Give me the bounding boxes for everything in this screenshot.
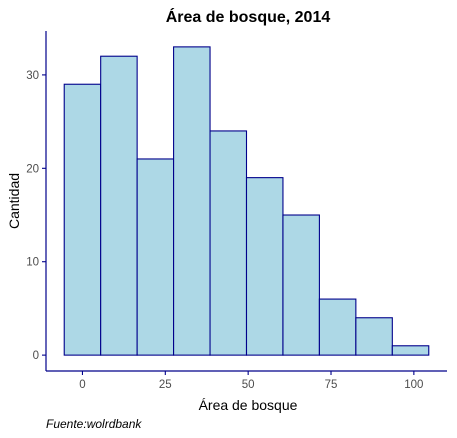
x-tick-label: 50 — [242, 379, 255, 391]
histogram-bar — [173, 46, 211, 356]
x-axis-ticks: 0 25 50 75 100 — [79, 371, 423, 391]
source-caption: Fuente:wolrdbank — [46, 417, 142, 431]
histogram-bar — [391, 345, 430, 356]
y-axis-label: Cantidad — [6, 173, 22, 229]
histogram-bar — [209, 130, 248, 356]
y-tick-label: 0 — [33, 350, 39, 362]
x-axis-label: Área de bosque — [199, 397, 298, 413]
histogram-bar — [245, 177, 284, 356]
histogram-bar — [100, 55, 138, 356]
chart-title: Área de bosque, 2014 — [166, 7, 331, 26]
bars-group — [63, 46, 430, 356]
histogram-bar — [282, 214, 320, 356]
histogram-bar — [355, 317, 393, 356]
y-axis-ticks: 0 10 20 30 — [26, 70, 46, 362]
histogram-bar — [318, 298, 357, 356]
y-tick-label: 30 — [26, 70, 39, 82]
x-tick-label: 75 — [325, 379, 338, 391]
y-tick-label: 20 — [26, 163, 39, 175]
y-tick-label: 10 — [26, 257, 39, 269]
x-tick-label: 100 — [404, 379, 423, 391]
histogram-bar — [136, 158, 175, 356]
histogram-bar — [63, 83, 102, 356]
x-tick-label: 25 — [159, 379, 172, 391]
x-tick-label: 0 — [79, 379, 85, 391]
